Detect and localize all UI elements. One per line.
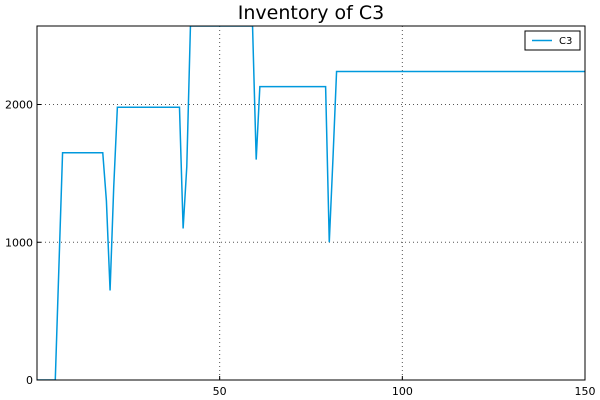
x-tick-label: 150: [575, 385, 596, 398]
tick-labels: 50 100 150 0 1000 2000: [5, 99, 596, 398]
series-layer: [37, 26, 585, 380]
legend-box: [524, 30, 581, 51]
y-tick-label: 0: [26, 374, 33, 387]
chart-title: Inventory of C3: [238, 2, 385, 24]
y-tick-label: 2000: [5, 99, 33, 112]
y-tick-label: 1000: [5, 236, 33, 249]
series-line-c3: [37, 26, 585, 380]
grid: [37, 26, 586, 381]
legend-label-c3: C3: [559, 36, 572, 47]
x-tick-label: 50: [213, 385, 227, 398]
plot-frame: [36, 25, 586, 381]
x-tick-label: 100: [392, 385, 413, 398]
legend: C3: [524, 30, 581, 51]
